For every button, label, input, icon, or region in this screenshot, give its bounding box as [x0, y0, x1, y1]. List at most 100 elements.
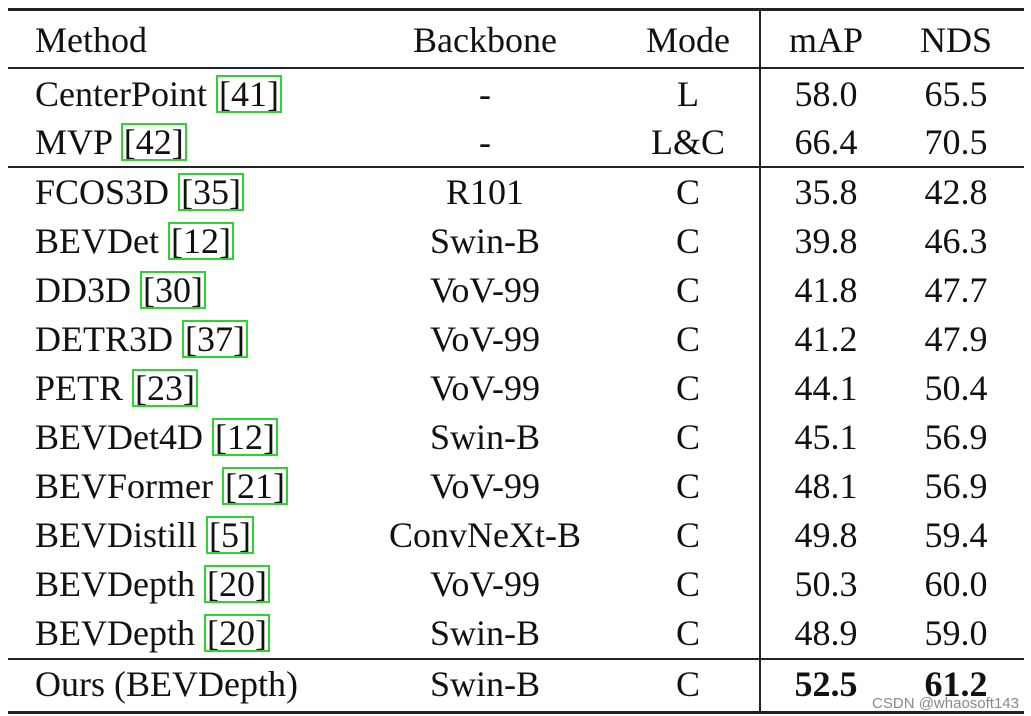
watermark: CSDN @whaosoft143: [872, 695, 1019, 712]
method-cell: DETR3D [37]: [35, 315, 248, 363]
backbone-cell: Swin-B: [429, 613, 541, 653]
method-cell: Ours (BEVDepth): [35, 660, 298, 708]
mode-cell: C: [675, 417, 701, 457]
backbone-cell: VoV-99: [429, 564, 541, 604]
method-cell: BEVDepth [20]: [35, 609, 270, 657]
nds-cell: 65.5: [924, 74, 988, 114]
citation: [20]: [203, 565, 270, 603]
nds-cell: 61.2: [924, 664, 988, 704]
citation: [37]: [182, 320, 248, 358]
citation: [35]: [178, 173, 245, 211]
backbone-cell: Swin-B: [429, 664, 541, 704]
method-name: FCOS3D: [35, 172, 170, 212]
header-cell: Method: [35, 20, 147, 60]
method-name: CenterPoint: [35, 74, 207, 114]
mode-cell: C: [675, 172, 701, 212]
citation: [23]: [132, 369, 198, 407]
map-cell: 45.1: [794, 417, 858, 457]
backbone-cell: R101: [445, 172, 525, 212]
map-cell: 48.9: [794, 613, 858, 653]
rule: [8, 67, 1024, 69]
nds-cell: 70.5: [924, 122, 988, 162]
map-cell: 41.8: [794, 270, 858, 310]
backbone-cell: -: [479, 122, 491, 162]
citation: [20]: [203, 614, 270, 652]
map-cell: 66.4: [794, 122, 858, 162]
method-name: BEVDet: [35, 221, 159, 261]
method-name: BEVDepth: [35, 564, 195, 604]
method-cell: BEVDepth [20]: [35, 560, 270, 608]
method-cell: PETR [23]: [35, 364, 198, 412]
nds-cell: 59.4: [924, 515, 988, 555]
header-cell: NDS: [919, 20, 993, 60]
nds-cell: 60.0: [924, 564, 988, 604]
method-cell: CenterPoint [41]: [35, 70, 282, 118]
backbone-cell: Swin-B: [429, 417, 541, 457]
header-cell: Backbone: [413, 20, 557, 60]
nds-cell: 56.9: [924, 466, 988, 506]
citation: [41]: [215, 75, 282, 113]
map-cell: 50.3: [794, 564, 858, 604]
mode-cell: C: [675, 564, 701, 604]
citation: [12]: [167, 222, 234, 260]
method-cell: MVP [42]: [35, 118, 187, 166]
backbone-cell: -: [479, 74, 491, 114]
method-cell: BEVDet4D [12]: [35, 413, 278, 461]
method-name: BEVDepth: [35, 613, 195, 653]
nds-cell: 47.9: [924, 319, 988, 359]
nds-cell: 46.3: [924, 221, 988, 261]
mode-cell: C: [675, 466, 701, 506]
citation: [42]: [120, 123, 187, 161]
mode-cell: C: [675, 664, 701, 704]
rule: [8, 711, 1024, 714]
map-cell: 44.1: [794, 368, 858, 408]
rule: [8, 8, 1024, 11]
method-name: MVP: [35, 122, 112, 162]
mode-cell: C: [675, 221, 701, 261]
header-cell: Mode: [646, 20, 730, 60]
mode-cell: C: [675, 368, 701, 408]
mode-cell: C: [675, 319, 701, 359]
nds-cell: 59.0: [924, 613, 988, 653]
backbone-cell: VoV-99: [429, 368, 541, 408]
method-name: PETR: [35, 368, 124, 408]
map-cell: 39.8: [794, 221, 858, 261]
backbone-cell: VoV-99: [429, 319, 541, 359]
method-name: BEVDistill: [35, 515, 198, 555]
method-cell: BEVDistill [5]: [35, 511, 255, 559]
rule: [8, 658, 1024, 660]
header-cell: mAP: [788, 20, 864, 60]
map-cell: 58.0: [794, 74, 858, 114]
backbone-cell: VoV-99: [429, 270, 541, 310]
nds-cell: 50.4: [924, 368, 988, 408]
nds-cell: 47.7: [924, 270, 988, 310]
method-name: BEVFormer: [35, 466, 213, 506]
method-name: BEVDet4D: [35, 417, 203, 457]
map-cell: 52.5: [794, 664, 858, 704]
map-cell: 49.8: [794, 515, 858, 555]
mode-cell: C: [675, 613, 701, 653]
mode-cell: C: [675, 270, 701, 310]
method-name: DD3D: [35, 270, 131, 310]
mode-cell: L: [677, 74, 699, 114]
backbone-cell: ConvNeXt-B: [389, 515, 581, 555]
backbone-cell: VoV-99: [429, 466, 541, 506]
method-cell: DD3D [30]: [35, 266, 206, 314]
nds-cell: 56.9: [924, 417, 988, 457]
nds-cell: 42.8: [924, 172, 988, 212]
citation: [30]: [140, 271, 206, 309]
vertical-rule: [759, 10, 761, 713]
mode-cell: C: [675, 515, 701, 555]
method-name: DETR3D: [35, 319, 173, 359]
map-cell: 48.1: [794, 466, 858, 506]
citation: [5]: [206, 516, 255, 554]
map-cell: 41.2: [794, 319, 858, 359]
map-cell: 35.8: [794, 172, 858, 212]
method-cell: FCOS3D [35]: [35, 168, 245, 216]
citation: [21]: [221, 467, 288, 505]
method-cell: BEVDet [12]: [35, 217, 234, 265]
mode-cell: L&C: [650, 122, 726, 162]
method-cell: BEVFormer [21]: [35, 462, 288, 510]
backbone-cell: Swin-B: [429, 221, 541, 261]
